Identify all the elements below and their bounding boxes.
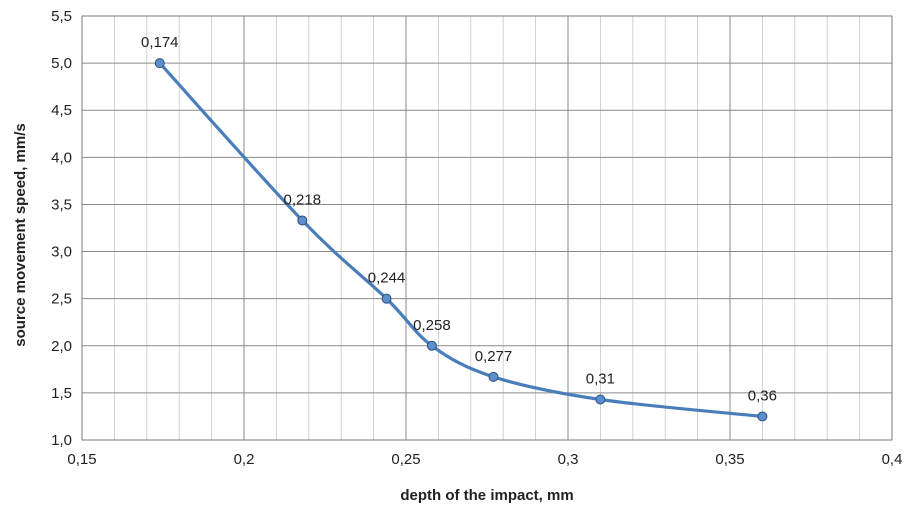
data-label: 0,258 [413, 317, 451, 334]
y-tick-label: 4,0 [51, 149, 72, 166]
x-tick-label: 0,35 [715, 451, 744, 468]
data-point [595, 394, 606, 405]
plot-border [81, 15, 893, 441]
data-point [757, 411, 768, 422]
data-point [426, 340, 437, 351]
series-line [158, 61, 764, 419]
y-tick-label: 3,0 [51, 244, 72, 261]
data-label: 0,31 [586, 370, 615, 387]
data-label: 0,218 [284, 191, 322, 208]
y-tick-label: 1,5 [51, 385, 72, 402]
data-point [488, 371, 499, 382]
x-tick-label: 0,15 [67, 451, 96, 468]
y-tick-label: 3,5 [51, 196, 72, 213]
y-tick-label: 5,5 [51, 8, 72, 25]
x-tick-label: 0,25 [391, 451, 420, 468]
y-tick-label: 2,5 [51, 291, 72, 308]
data-label: 0,36 [748, 387, 777, 404]
series: 0,174 0,218 0,244 0,258 0,277 0,31 0,36 [141, 34, 777, 422]
data-label: 0,174 [141, 34, 179, 51]
y-tick-label: 4,5 [51, 102, 72, 119]
tick-labels: 0,15 0,2 0,25 0,3 0,35 0,4 1,0 1,5 2,0 2,5 3,0 3,5 4… [51, 8, 902, 468]
data-point [154, 58, 165, 69]
y-tick-label: 2,0 [51, 338, 72, 355]
data-label: 0,277 [475, 348, 513, 365]
x-tick-label: 0,3 [558, 451, 579, 468]
data-point [297, 215, 308, 226]
x-tick-label: 0,4 [882, 451, 903, 468]
data-label: 0,244 [368, 270, 406, 287]
x-tick-label: 0,2 [234, 451, 255, 468]
y-tick-label: 1,0 [51, 432, 72, 449]
y-axis-title: source movement speed, mm/s [12, 123, 29, 346]
data-point [381, 293, 392, 304]
y-tick-label: 5,0 [51, 55, 72, 72]
x-axis-title: depth of the impact, mm [400, 487, 573, 504]
grid [81, 15, 893, 441]
